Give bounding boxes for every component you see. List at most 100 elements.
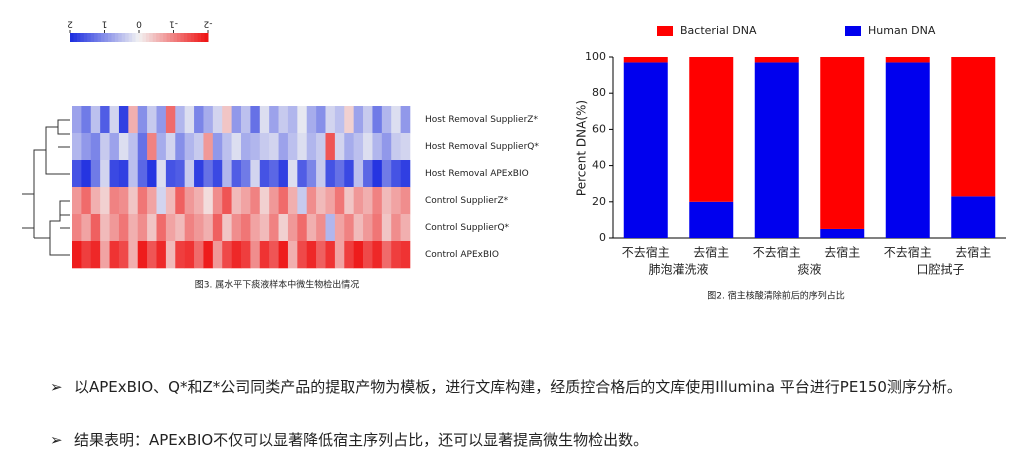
heatmap-cell: [400, 241, 411, 269]
colorbar-segment: [156, 33, 161, 42]
heatmap-cell: [400, 187, 411, 215]
colorbar-segment: [114, 33, 119, 42]
heatmap-cell: [344, 214, 354, 242]
heatmap-cell: [241, 187, 251, 215]
colorbar-segment: [97, 33, 102, 42]
heatmap-cell: [156, 241, 167, 269]
heatmap-cell: [90, 133, 101, 161]
heatmap-cell: [100, 241, 110, 269]
heatmap-cell: [297, 187, 308, 215]
y-tick-label: 60: [592, 122, 606, 135]
heatmap-cell: [372, 214, 383, 242]
heatmap-cell: [325, 214, 336, 242]
heatmap-cell: [72, 241, 82, 269]
heatmap-cell: [165, 160, 176, 188]
heatmap-cell: [231, 133, 242, 161]
heatmap-cell: [194, 106, 204, 134]
colorbar-segment: [176, 33, 181, 42]
colorbar-segment: [142, 33, 147, 42]
heatmap-cell: [334, 133, 345, 161]
heatmap-cell: [128, 241, 139, 269]
heatmap-cell: [175, 241, 185, 269]
heatmap-cell: [72, 106, 82, 134]
heatmap-cell: [184, 160, 195, 188]
heatmap-cell: [203, 133, 214, 161]
y-tick-label: 40: [592, 159, 606, 172]
colorbar-segment: [107, 33, 112, 42]
heatmap-cell: [334, 160, 345, 188]
colorbar-tick-label: -2: [204, 19, 213, 29]
heatmap-cell: [165, 214, 176, 242]
heatmap-cell: [250, 160, 261, 188]
group-label: 口腔拭子: [916, 262, 964, 277]
y-tick-label: 100: [585, 50, 606, 63]
heatmap-cell: [100, 160, 110, 188]
colorbar-tick-label: 1: [102, 19, 108, 29]
heatmap-cell: [278, 187, 289, 215]
heatmap-cell: [306, 214, 317, 242]
bar-segment: [885, 57, 930, 63]
heatmap-cell: [222, 214, 232, 242]
colorbar-segment: [104, 33, 109, 42]
heatmap-cell: [325, 160, 336, 188]
heatmap-cell: [100, 214, 110, 242]
row-label: Host Removal SupplierQ*: [425, 142, 539, 152]
heatmap-cell: [203, 160, 214, 188]
heatmap-cell: [212, 214, 223, 242]
heatmap-cell: [118, 160, 129, 188]
colorbar-segment: [170, 33, 174, 42]
heatmap-cell: [156, 214, 167, 242]
heatmap-cell: [287, 106, 298, 134]
heatmap-cell: [137, 133, 148, 161]
heatmap-cell: [184, 241, 195, 269]
bar-segment: [820, 57, 865, 229]
colorbar-segment: [83, 33, 88, 42]
heatmap-cell: [81, 106, 92, 134]
colorbar-segment: [118, 33, 123, 42]
heatmap-cell: [381, 133, 392, 161]
heatmap-cell: [325, 241, 336, 269]
heatmap-cell: [259, 214, 270, 242]
heatmap-cell: [287, 187, 298, 215]
heatmap-cell: [184, 133, 195, 161]
heatmap-cell: [306, 187, 317, 215]
bar-segment: [689, 57, 734, 202]
group-label: 痰液: [797, 262, 821, 277]
heatmap-cell: [334, 106, 345, 134]
heatmap-cell: [194, 160, 204, 188]
heatmap-cell: [353, 214, 364, 242]
heatmap-cell: [391, 241, 401, 269]
colorbar-segment: [145, 33, 150, 42]
heatmap-cell: [278, 241, 289, 269]
heatmap-cell: [231, 187, 242, 215]
heatmap-cell: [306, 133, 317, 161]
heatmap-cell: [212, 187, 223, 215]
heatmap-cell: [147, 106, 157, 134]
heatmap-cell: [175, 106, 185, 134]
y-tick-label: 80: [592, 86, 606, 99]
heatmap-cell: [222, 133, 232, 161]
colorbar-segment: [111, 33, 116, 42]
heatmap-cell: [259, 187, 270, 215]
heatmap-cell: [165, 106, 176, 134]
legend-swatch: [845, 26, 861, 36]
heatmap-cell: [278, 106, 289, 134]
heatmap-cell: [372, 160, 383, 188]
heatmap-cell: [400, 106, 411, 134]
heatmap-cell: [269, 106, 279, 134]
heatmap-cell: [194, 241, 204, 269]
colorbar-tick-label: -1: [169, 19, 178, 29]
heatmap-cell: [175, 133, 185, 161]
heatmap-cell: [203, 241, 214, 269]
heatmap-cell: [306, 241, 317, 269]
colorbar-segment: [135, 33, 140, 42]
legend-label: Bacterial DNA: [680, 24, 757, 37]
heatmap-cell: [156, 106, 167, 134]
heatmap-cell: [72, 160, 82, 188]
heatmap-cell: [90, 160, 101, 188]
heatmap-cell: [297, 106, 308, 134]
heatmap-cell: [334, 187, 345, 215]
colorbar-segment: [197, 33, 202, 42]
y-axis-label: Percent DNA(%): [575, 100, 589, 196]
heatmap-cell: [325, 187, 336, 215]
